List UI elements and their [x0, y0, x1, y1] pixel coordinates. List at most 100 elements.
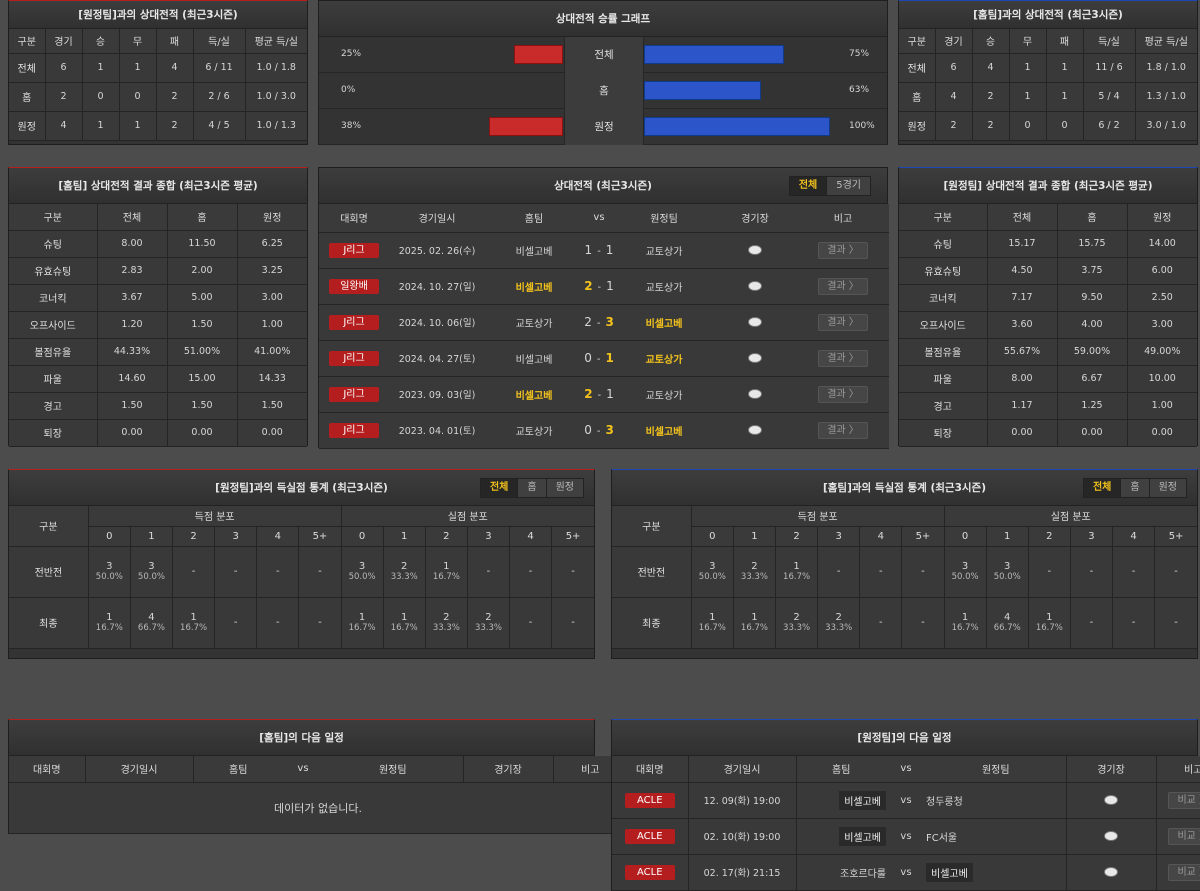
left-percent: 0%: [341, 85, 356, 95]
count: -: [1174, 617, 1178, 628]
cell: 0.00: [237, 419, 307, 447]
home-team: 비셀고베: [839, 826, 886, 846]
result-button[interactable]: 결과 〉: [818, 421, 868, 439]
cell: 51.00%: [167, 338, 238, 366]
row-label: 볼점유율: [9, 338, 98, 366]
count: -: [571, 566, 575, 577]
cell: 0.00: [167, 419, 238, 447]
col-header: 구분: [899, 204, 988, 231]
table-row: 코너킥 7.17 9.50 2.50: [899, 284, 1197, 312]
bucket-header: 1: [130, 526, 174, 547]
count: -: [1174, 566, 1178, 577]
col-header: 승: [972, 29, 1010, 54]
col-header: 경기일시: [389, 204, 485, 233]
count: 1: [401, 611, 408, 623]
count: 1: [106, 611, 113, 623]
col-header: 득/실: [193, 29, 246, 54]
competition-cell: ACLE: [612, 854, 689, 891]
stadium-icon[interactable]: [748, 280, 762, 291]
home-score: 0: [584, 423, 592, 437]
tab-5games[interactable]: 5경기: [827, 177, 870, 195]
tab-home[interactable]: 홈: [1121, 479, 1150, 497]
match-date: 2025. 02. 26(수): [389, 232, 485, 269]
h2h-away-panel: [원정팀]과의 상대전적 (최근3시즌) 구분 경기 승 무 패 득/실 평균 득/실 전체 6…: [8, 0, 308, 145]
stadium-icon[interactable]: [1104, 794, 1118, 805]
row-label: 전체: [9, 53, 46, 83]
compare-button[interactable]: 비교 〉: [1168, 863, 1200, 881]
stadium-icon[interactable]: [748, 388, 762, 399]
cell: 2 / 6: [193, 82, 246, 112]
compare-button[interactable]: 비교 〉: [1168, 791, 1200, 809]
tab-away[interactable]: 원정: [546, 479, 583, 497]
result-button[interactable]: 결과 〉: [818, 385, 868, 403]
bucket-header: 5+: [1154, 526, 1197, 547]
cell: 3.0 / 1.0: [1135, 111, 1197, 141]
dist-cell: -: [1154, 546, 1197, 598]
dist-cell: -: [172, 546, 216, 598]
bucket-header: 4: [256, 526, 300, 547]
tab-all[interactable]: 전체: [789, 177, 828, 195]
cell: 5 / 4: [1083, 82, 1136, 112]
tab-all[interactable]: 전체: [1083, 479, 1122, 497]
score-dash: -: [597, 246, 601, 257]
stadium-icon[interactable]: [748, 352, 762, 363]
graph-row: 38% 원정 100%: [319, 109, 887, 145]
col-header: 비고: [1156, 756, 1200, 783]
table-row: 코너킥 3.67 5.00 3.00: [9, 284, 307, 312]
col-header: 홈팀: [796, 756, 886, 783]
stadium-icon[interactable]: [748, 424, 762, 435]
result-cell: 결과 〉: [797, 304, 889, 341]
tab-away[interactable]: 원정: [1149, 479, 1186, 497]
result-button[interactable]: 결과 〉: [818, 277, 868, 295]
bucket-header: 4: [509, 526, 553, 547]
cell: 1.25: [1057, 392, 1128, 420]
away-team-cell: 비셀고베: [926, 854, 1067, 891]
count: 3: [106, 560, 113, 572]
conceded-header: 실점 분포: [944, 506, 1197, 527]
stadium-cell: [713, 304, 797, 341]
stadium-cell: [1066, 818, 1157, 855]
count: 2: [793, 611, 800, 623]
cell: 15.00: [167, 365, 238, 393]
result-button[interactable]: 결과 〉: [818, 313, 868, 331]
away-team: 교토상가: [615, 232, 713, 269]
tab-home[interactable]: 홈: [518, 479, 547, 497]
stadium-cell: [713, 268, 797, 305]
summary-home-panel: [홈팀] 상대전적 결과 종합 (최근3시즌 평균) 구분 전체 홈 원정 슈팅 8.00…: [8, 167, 308, 447]
result-cell: 결과 〉: [797, 340, 889, 377]
right-percent: 75%: [849, 49, 870, 59]
bucket-header: 2: [1028, 526, 1071, 547]
competition-cell: 일왕배: [319, 268, 389, 305]
dist-cell: 3 50.0%: [944, 546, 987, 598]
row-label: 코너킥: [899, 284, 988, 312]
stadium-icon[interactable]: [748, 316, 762, 327]
col-header: 경기: [45, 29, 83, 54]
compare-button[interactable]: 비교 〉: [1168, 827, 1200, 845]
bucket-header: 3: [214, 526, 258, 547]
col-header: 원정팀: [323, 756, 464, 783]
cell: 2: [972, 82, 1010, 112]
stadium-icon[interactable]: [748, 244, 762, 255]
col-header: 패: [1046, 29, 1084, 54]
cell: 14.60: [97, 365, 168, 393]
score-dash: -: [597, 390, 602, 401]
cell: 6: [45, 53, 83, 83]
cell: 49.00%: [1127, 338, 1197, 366]
stadium-icon[interactable]: [1104, 830, 1118, 841]
dist-cell: -: [467, 546, 511, 598]
tab-all[interactable]: 전체: [480, 479, 519, 497]
col-header: 대회명: [612, 756, 689, 783]
home-team: 비셀고베: [485, 376, 583, 413]
row-label: 홈: [899, 82, 936, 112]
dist-cell: 1 16.7%: [733, 597, 777, 649]
row-label: 유효슈팅: [9, 257, 98, 285]
table-row: 볼점유율 44.33% 51.00% 41.00%: [9, 338, 307, 366]
graph-row: 0% 홈 63%: [319, 73, 887, 109]
competition-cell: J리그: [319, 412, 389, 449]
result-button[interactable]: 결과 〉: [818, 349, 868, 367]
result-button[interactable]: 결과 〉: [818, 241, 868, 259]
stadium-icon[interactable]: [1104, 866, 1118, 877]
bucket-header: 1: [733, 526, 777, 547]
cell: 2: [156, 111, 194, 141]
